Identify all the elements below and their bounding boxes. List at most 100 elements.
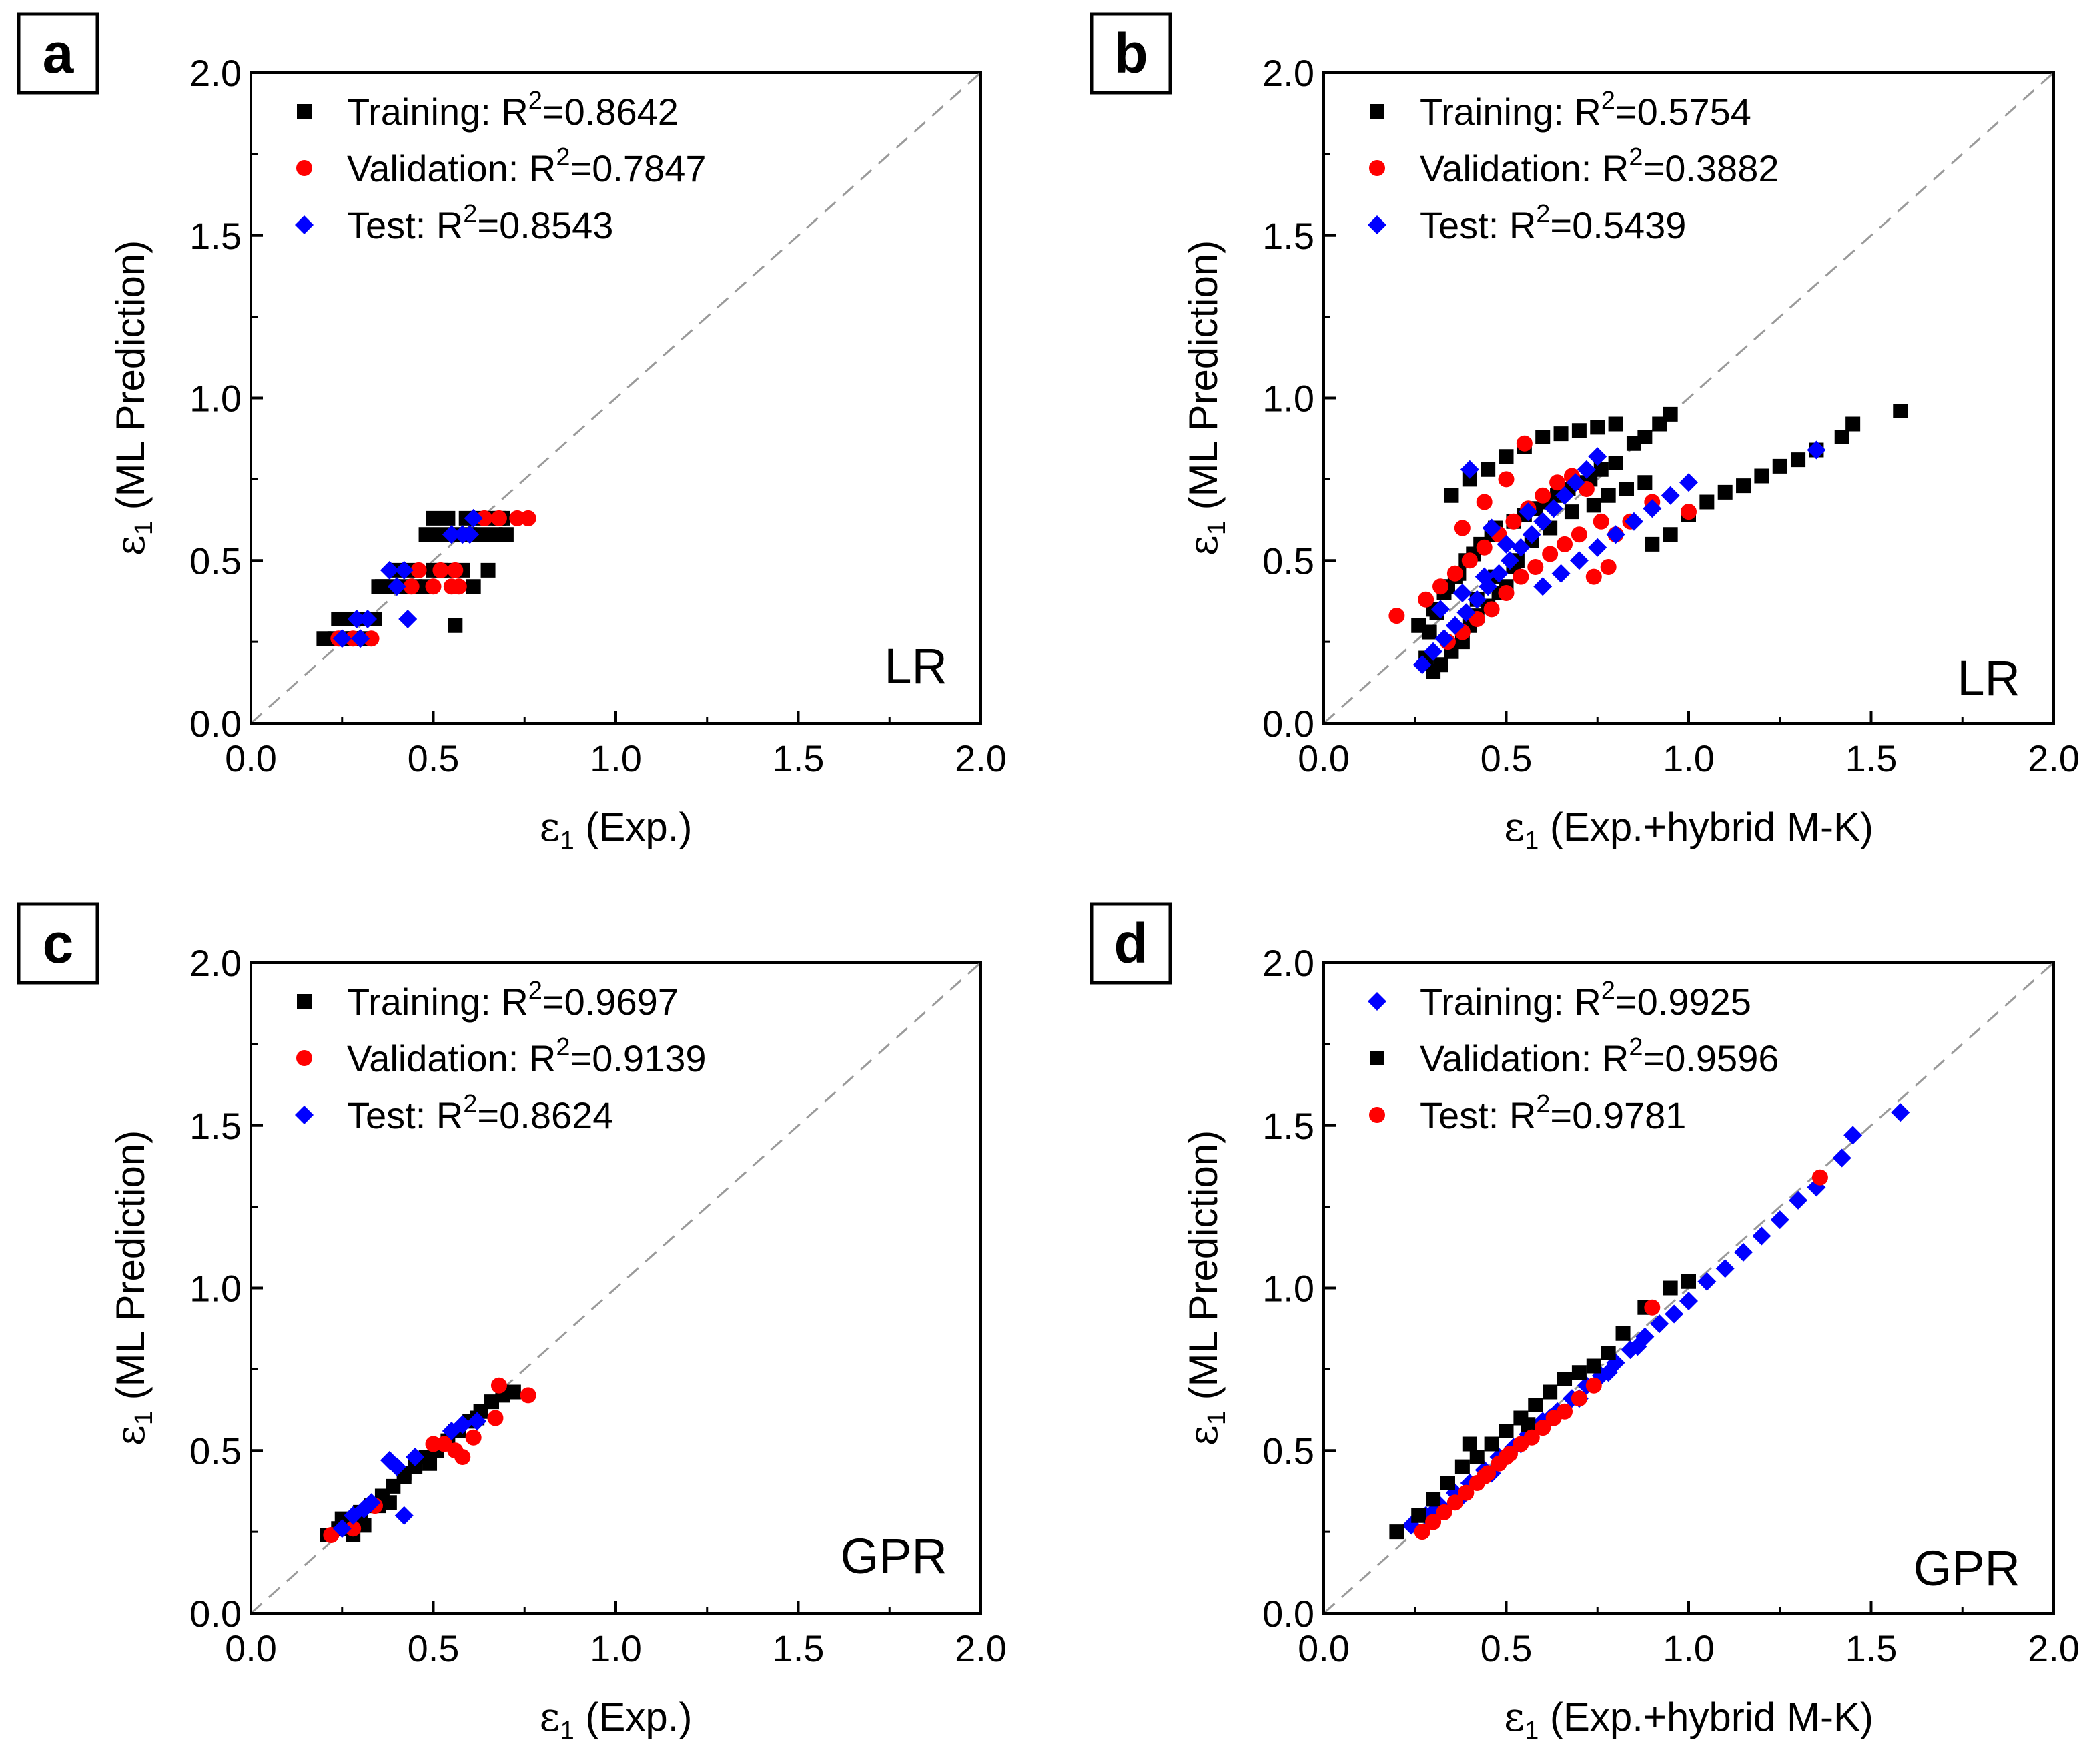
y-axis-symbol: ε <box>107 535 154 556</box>
data-point <box>382 1495 397 1510</box>
legend-marker-circle <box>296 1050 312 1066</box>
y-tick-label: 0.0 <box>1262 1593 1314 1635</box>
data-point <box>1601 1346 1616 1360</box>
data-point <box>1432 578 1449 595</box>
data-point <box>1585 568 1602 585</box>
legend-superscript: 2 <box>463 200 477 228</box>
x-tick-label: 1.5 <box>773 737 825 779</box>
data-point <box>1599 1363 1618 1382</box>
data-point <box>1433 657 1448 673</box>
data-point <box>1412 655 1432 675</box>
legend-label: Validation: R <box>1420 1037 1629 1079</box>
legend-entry: Training: R2=0.8642 <box>347 87 679 133</box>
legend-label: Validation: R <box>1420 147 1629 189</box>
data-point <box>468 1412 487 1431</box>
x-tick-label: 0.5 <box>408 737 460 779</box>
data-point <box>460 525 480 544</box>
y-axis-label: ε1 (ML Prediction) <box>107 240 158 556</box>
y-tick-label: 0.5 <box>1262 1430 1314 1472</box>
data-point <box>1715 1259 1735 1278</box>
y-axis-symbol: ε <box>1180 535 1227 556</box>
y-axis-label-group: ε1 (ML Prediction) <box>107 240 158 556</box>
data-point <box>487 1410 504 1426</box>
data-point <box>447 562 464 578</box>
x-axis-text: (Exp.) <box>574 805 693 849</box>
data-point <box>1578 481 1595 497</box>
data-point <box>490 510 507 526</box>
legend-marker-diamond <box>1368 215 1386 234</box>
data-point <box>1516 435 1533 452</box>
data-point <box>1736 478 1751 494</box>
data-point <box>358 610 378 628</box>
data-point <box>1553 426 1569 442</box>
x-tick-label: 0.0 <box>225 737 277 779</box>
data-point <box>466 579 481 594</box>
data-point <box>1469 611 1485 627</box>
data-point <box>387 1457 406 1476</box>
x-axis-symbol: ε <box>540 1694 560 1741</box>
data-point <box>1461 552 1478 569</box>
data-point <box>1484 1436 1499 1452</box>
data-point <box>1893 404 1908 418</box>
data-point <box>1590 420 1605 435</box>
data-point <box>442 525 461 544</box>
data-point <box>1571 526 1587 543</box>
data-point <box>440 510 456 526</box>
series-validation <box>323 1377 536 1543</box>
data-point <box>476 510 493 526</box>
legend-superscript: 2 <box>1536 200 1550 228</box>
legend-entry: Validation: R2=0.7847 <box>347 143 706 189</box>
data-point <box>426 510 441 526</box>
data-point <box>1699 494 1715 510</box>
x-tick-label: 1.0 <box>1663 1627 1715 1669</box>
x-axis-label: ε1 (Exp.) <box>540 1694 693 1745</box>
legend-label: Validation: R <box>347 147 556 189</box>
data-point <box>1717 484 1733 500</box>
data-point <box>1624 512 1643 531</box>
legend-label: Test: R <box>347 204 463 246</box>
y-tick-label: 1.0 <box>189 378 242 420</box>
data-point <box>1418 591 1434 608</box>
data-point <box>1389 1524 1404 1540</box>
data-point <box>1588 447 1607 466</box>
data-point <box>1593 462 1609 477</box>
legend-superscript: 2 <box>1629 143 1643 171</box>
data-point <box>1569 551 1589 570</box>
y-axis-label-group: ε1 (ML Prediction) <box>1180 1130 1231 1446</box>
data-point <box>410 562 427 578</box>
x-tick-label: 2.0 <box>2028 737 2080 779</box>
data-point <box>1663 527 1678 542</box>
panel-letter-box <box>1090 902 1172 985</box>
y-axis-text: (ML Prediction) <box>108 240 153 521</box>
data-point <box>1571 1390 1587 1407</box>
legend-entry: Training: R2=0.9925 <box>1420 977 1751 1023</box>
data-point <box>363 630 380 647</box>
data-point <box>1663 1280 1678 1296</box>
legend-value: =0.3882 <box>1643 147 1779 189</box>
y-axis-symbol: ε <box>1180 1425 1227 1446</box>
data-point <box>1505 513 1522 530</box>
data-point <box>380 560 399 580</box>
panel-letter: c <box>43 912 74 975</box>
data-point <box>362 1493 381 1512</box>
y-tick-label: 2.0 <box>1262 942 1314 984</box>
y-tick-label: 0.5 <box>189 540 242 582</box>
data-point <box>1476 539 1493 556</box>
data-point <box>1533 577 1553 596</box>
y-tick-label: 0.0 <box>189 703 242 745</box>
data-point <box>1557 1372 1573 1386</box>
data-point <box>1454 520 1471 536</box>
data-point <box>1483 601 1500 618</box>
x-tick-label: 2.0 <box>2028 1627 2080 1669</box>
data-point <box>1498 585 1515 601</box>
legend-label: Test: R <box>347 1094 463 1136</box>
data-point <box>1891 1103 1910 1122</box>
x-tick-label: 2.0 <box>955 737 1007 779</box>
y-tick-label: 0.0 <box>189 1593 242 1635</box>
data-point <box>1444 488 1459 503</box>
legend-marker-circle <box>1369 1107 1385 1123</box>
data-point <box>1619 482 1635 496</box>
legend-marker-square <box>297 994 312 1009</box>
series-test <box>332 1412 487 1538</box>
data-point <box>422 1456 438 1471</box>
